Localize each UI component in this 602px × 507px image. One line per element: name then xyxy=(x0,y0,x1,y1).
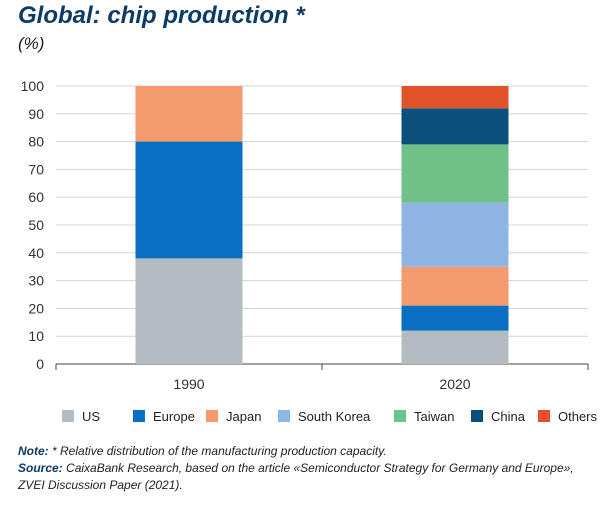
legend-label: China xyxy=(491,408,525,424)
bar-segment-taiwan xyxy=(401,144,509,203)
bar-segment-europe xyxy=(401,305,509,331)
chart-legend: US Europe Japan South Korea Taiwan China Other… xyxy=(0,407,602,427)
legend-label: South Korea xyxy=(298,408,371,424)
y-tick-label: 90 xyxy=(28,106,44,122)
x-tick-label: 1990 xyxy=(173,376,204,392)
legend-swatch xyxy=(133,410,145,422)
bar-segment-china xyxy=(401,108,509,145)
legend-label: US xyxy=(82,408,101,424)
legend-item: Europe xyxy=(133,407,195,425)
y-tick-label: 100 xyxy=(21,78,45,94)
bar-segment-us xyxy=(401,330,509,364)
legend-swatch xyxy=(394,410,406,422)
legend-swatch xyxy=(538,410,550,422)
legend-item: South Korea xyxy=(278,407,370,425)
bar-segment-us xyxy=(135,258,243,364)
y-tick-label: 0 xyxy=(36,356,44,372)
chart-title: Global: chip production * xyxy=(18,2,305,29)
y-tick-label: 80 xyxy=(28,134,44,150)
chart-subtitle: (%) xyxy=(18,34,45,53)
legend-label: Europe xyxy=(153,408,195,424)
legend-swatch xyxy=(471,410,483,422)
legend-item: China xyxy=(471,407,525,425)
source-line: Source: CaixaBank Research, based on the… xyxy=(18,460,598,494)
bar-segment-japan xyxy=(401,266,509,306)
legend-item: Japan xyxy=(206,407,261,425)
note-label: Note: xyxy=(18,444,49,458)
note-line: Note: * Relative distribution of the man… xyxy=(18,443,598,460)
chart-notes: Note: * Relative distribution of the man… xyxy=(18,443,598,494)
source-label: Source: xyxy=(18,461,63,475)
y-tick-label: 10 xyxy=(28,328,44,344)
note-text: * Relative distribution of the manufactu… xyxy=(48,444,387,458)
bar-segment-south-korea xyxy=(401,202,509,267)
y-tick-label: 20 xyxy=(28,300,44,316)
bar-segment-europe xyxy=(135,141,243,259)
legend-label: Taiwan xyxy=(414,408,455,424)
legend-swatch xyxy=(206,410,218,422)
legend-swatch xyxy=(278,410,290,422)
y-tick-label: 50 xyxy=(28,217,44,233)
bar-segment-others xyxy=(401,86,509,109)
legend-swatch xyxy=(62,410,74,422)
legend-item: Taiwan xyxy=(394,407,454,425)
source-text: CaixaBank Research, based on the article… xyxy=(18,461,574,492)
bar-segment-japan xyxy=(135,86,243,142)
legend-label: Others xyxy=(558,408,598,424)
legend-label: Japan xyxy=(226,408,262,424)
y-tick-label: 70 xyxy=(28,161,44,177)
y-tick-label: 30 xyxy=(28,273,44,289)
legend-item: US xyxy=(62,407,100,425)
y-tick-label: 60 xyxy=(28,189,44,205)
stacked-bar-chart: 0 10 20 30 40 50 60 70 80 90 100 1990 2020 xyxy=(21,78,589,392)
x-tick-label: 2020 xyxy=(439,376,470,392)
y-tick-label: 40 xyxy=(28,245,44,261)
legend-item: Others xyxy=(538,407,597,425)
